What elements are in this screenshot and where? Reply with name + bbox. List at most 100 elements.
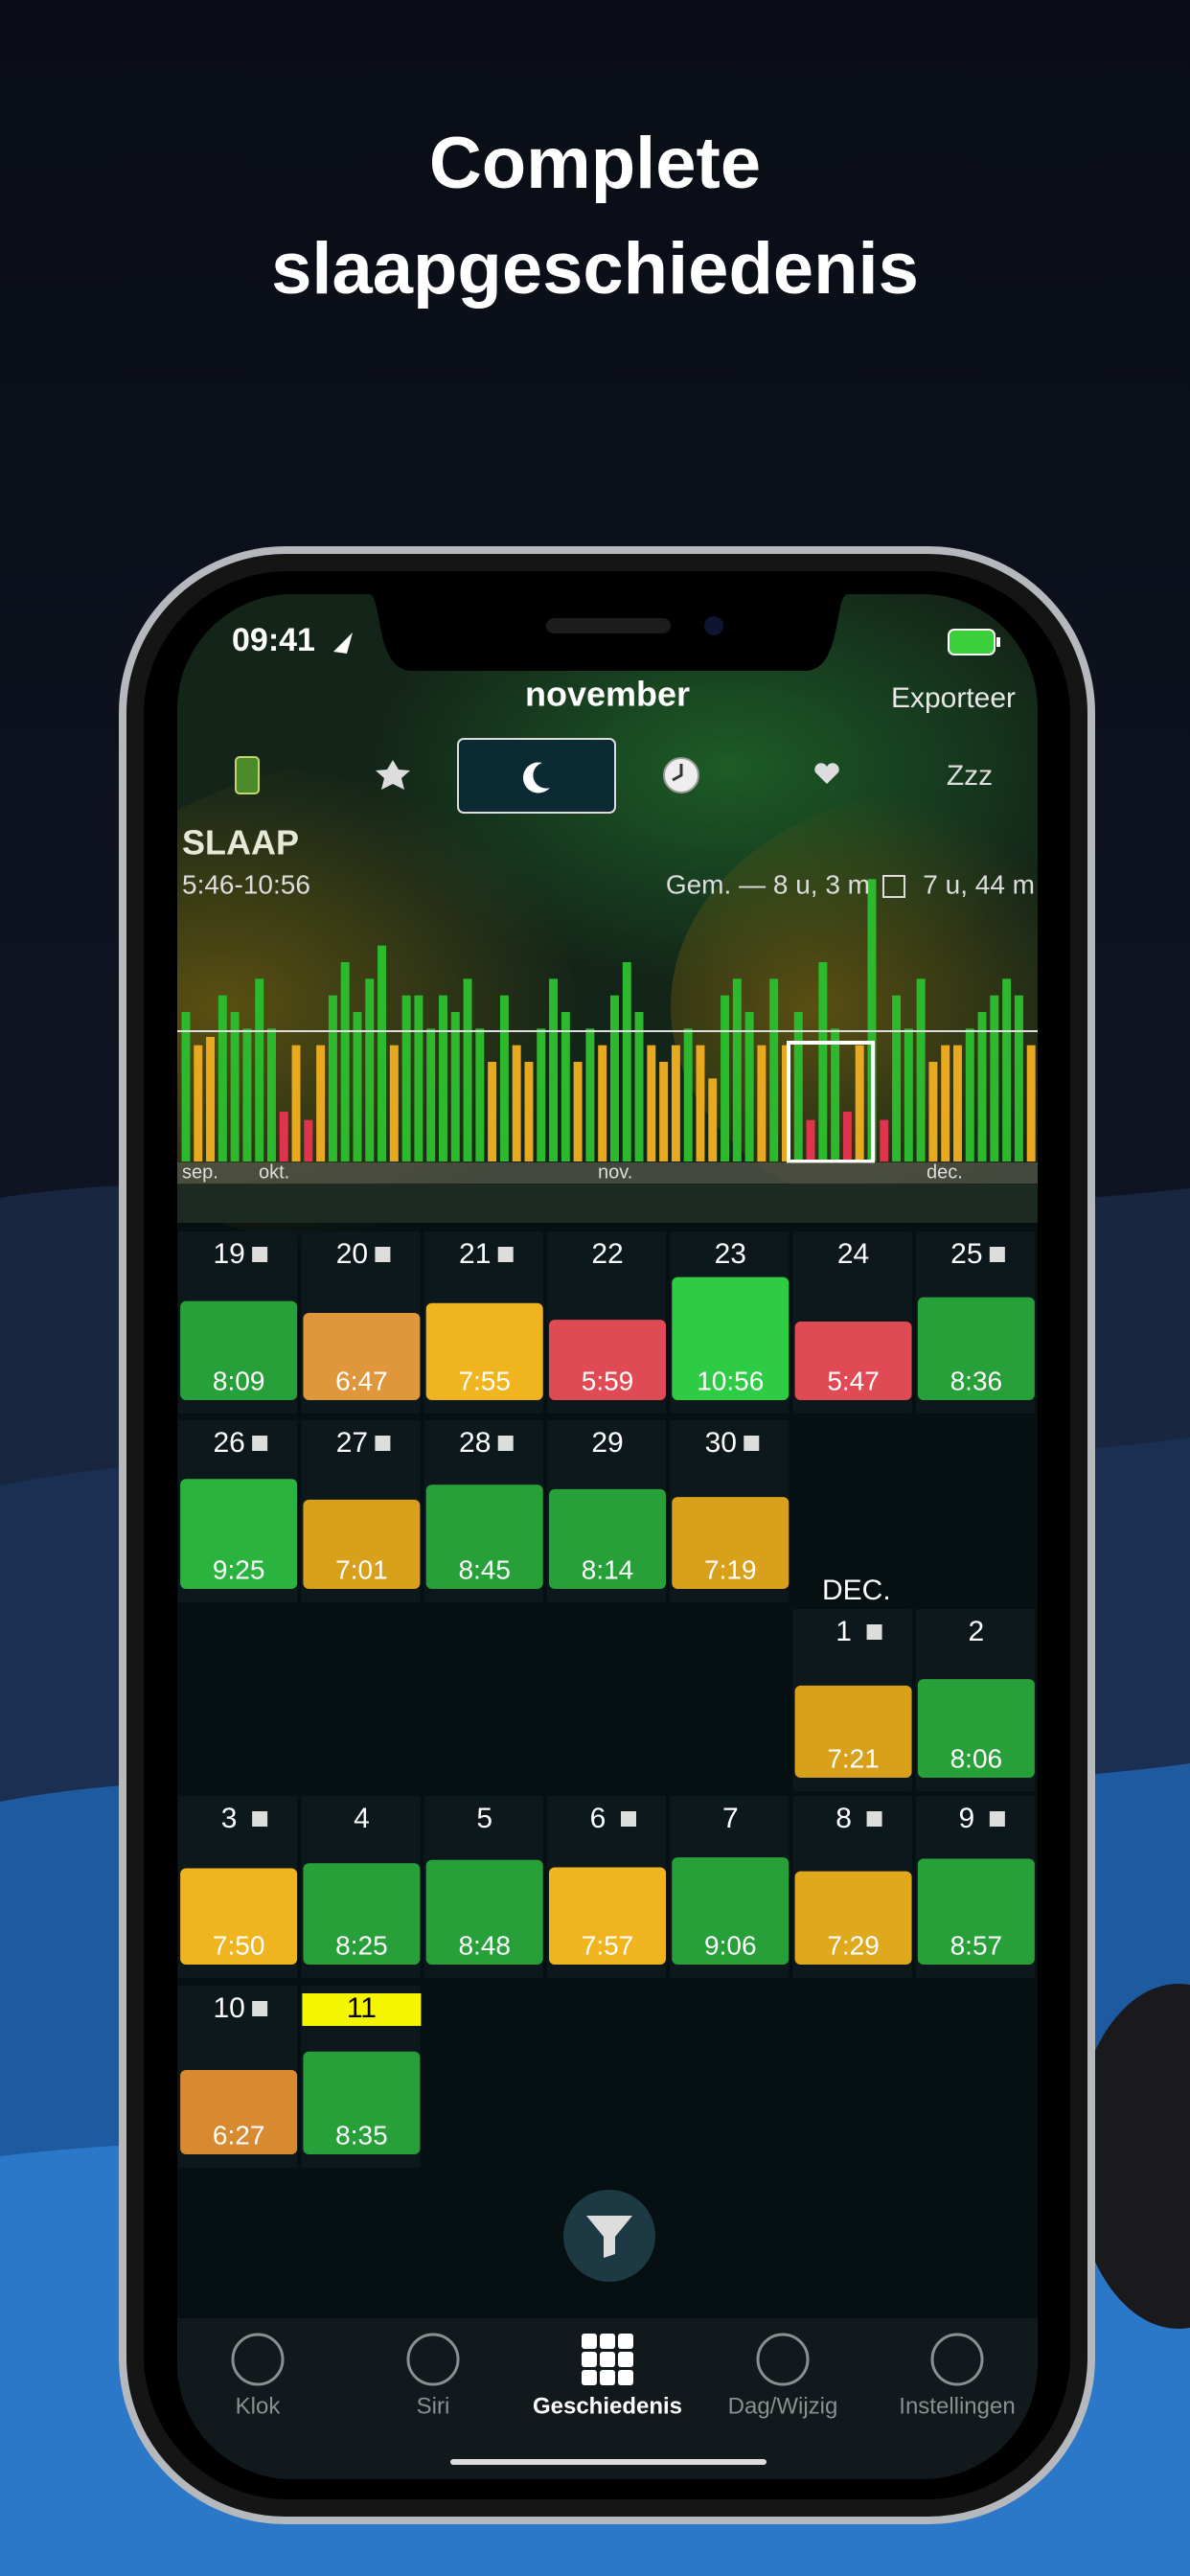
day-flag — [252, 1811, 268, 1827]
history-bar — [499, 995, 509, 1162]
day-flag — [252, 1247, 268, 1262]
month-label: DEC. — [822, 1575, 891, 1606]
history-bar — [757, 1045, 767, 1162]
sleep-duration: 8:25 — [335, 1930, 388, 1960]
summary-label: SLAAP — [182, 823, 299, 862]
history-bar — [426, 1028, 436, 1162]
tab-item[interactable]: Siri — [406, 2333, 460, 2419]
history-bar — [818, 962, 828, 1162]
day-number: 27 — [336, 1427, 368, 1459]
day-flag — [866, 1624, 882, 1640]
history-bar — [941, 1045, 950, 1162]
moon-icon — [522, 762, 550, 794]
history-bar — [414, 995, 423, 1162]
month-label: sep. — [182, 1162, 218, 1183]
day-number: 2 — [969, 1616, 985, 1647]
tab-item[interactable]: Geschiedenis — [533, 2334, 682, 2419]
history-bar — [647, 1045, 656, 1162]
segment-star[interactable] — [376, 760, 410, 790]
sleep-bar — [549, 1488, 666, 1589]
sleep-duration: 5:47 — [827, 1366, 880, 1395]
history-bar — [353, 1012, 362, 1162]
history-bar — [769, 978, 779, 1162]
battery-tip — [996, 637, 1000, 647]
sleep-duration: 10:56 — [697, 1366, 764, 1395]
history-bar — [524, 1062, 534, 1162]
segment-battery[interactable] — [235, 756, 260, 794]
sleep-duration: 9:06 — [704, 1930, 757, 1960]
history-bar — [291, 1045, 301, 1162]
sleep-bar — [917, 1297, 1035, 1400]
history-bar — [573, 1062, 583, 1162]
tab-item[interactable]: Dag/Wijzig — [728, 2333, 838, 2419]
history-bar — [916, 978, 926, 1162]
history-bar — [304, 1119, 313, 1162]
segment-heart[interactable] — [814, 763, 839, 784]
history-bar — [1002, 978, 1012, 1162]
history-bar — [793, 1012, 803, 1162]
camera — [704, 616, 723, 635]
day-number: 3 — [221, 1803, 238, 1834]
status-time: 09:41 — [232, 622, 315, 658]
weekday-strip — [177, 1184, 1038, 1223]
history-bar — [842, 1112, 852, 1162]
history-bar — [622, 962, 631, 1162]
tab-label: Instellingen — [899, 2393, 1015, 2419]
sleep-bar — [425, 1484, 543, 1589]
sleep-bar — [303, 1499, 421, 1589]
selected-week — [787, 1041, 875, 1163]
history-bar — [401, 995, 411, 1162]
sleep-duration: 8:57 — [950, 1930, 1003, 1960]
history-bar — [255, 978, 264, 1162]
month-label: nov. — [598, 1162, 632, 1183]
summary-target: 7 u, 44 m — [923, 869, 1035, 899]
sleep-bar — [425, 1859, 543, 1965]
day-number: 28 — [459, 1427, 491, 1459]
tab-item[interactable]: Klok — [231, 2333, 285, 2419]
tab-icon — [231, 2333, 285, 2386]
day-flag — [497, 1436, 514, 1451]
screen: madiwodovrzazo198:09206:47217:55225:5923… — [177, 594, 1038, 2479]
history-bar — [181, 1012, 191, 1162]
sleep-bar — [303, 1863, 421, 1965]
history-bar — [977, 1012, 987, 1162]
segment-moon-selected[interactable] — [457, 738, 616, 814]
sleep-duration: 7:19 — [704, 1554, 757, 1584]
tab-icon-part — [582, 2334, 597, 2349]
tab-icon-part — [600, 2370, 615, 2385]
sleep-bar — [794, 1685, 912, 1778]
sleep-bar — [917, 1858, 1035, 1965]
segment-zzz[interactable]: Zzz — [947, 760, 993, 792]
history-bar — [855, 1045, 864, 1162]
nav-title: november — [525, 675, 690, 714]
history-bar — [549, 978, 559, 1162]
sleep-bar — [549, 1867, 666, 1965]
tab-icon-part — [618, 2352, 633, 2367]
day-number: 5 — [476, 1803, 492, 1834]
sleep-bar — [303, 1312, 421, 1400]
day-number: 10 — [213, 1992, 244, 2024]
sleep-duration: 8:36 — [950, 1366, 1003, 1395]
history-bar — [463, 978, 472, 1162]
home-indicator — [450, 2459, 767, 2465]
history-bar — [867, 879, 877, 1162]
day-number: 6 — [590, 1803, 606, 1834]
history-bar — [732, 978, 742, 1162]
day-number: 4 — [354, 1803, 370, 1834]
sleep-duration: 6:47 — [335, 1366, 388, 1395]
tab-label: Klok — [236, 2393, 282, 2419]
history-bar — [450, 1012, 460, 1162]
export-button[interactable]: Exporteer — [891, 682, 1016, 714]
filter-icon — [586, 2216, 632, 2258]
tab-icon-part — [618, 2370, 633, 2385]
tab-icon — [756, 2333, 810, 2386]
headline: slaapgeschiedenis — [271, 228, 919, 310]
tab-item[interactable]: Instellingen — [899, 2333, 1016, 2419]
tab-label: Dag/Wijzig — [728, 2393, 838, 2419]
tab-icon-part — [618, 2334, 633, 2349]
day-number: 11 — [347, 1992, 377, 2024]
history-bar — [892, 995, 902, 1162]
day-number: 29 — [591, 1427, 623, 1459]
history-bar — [340, 962, 350, 1162]
